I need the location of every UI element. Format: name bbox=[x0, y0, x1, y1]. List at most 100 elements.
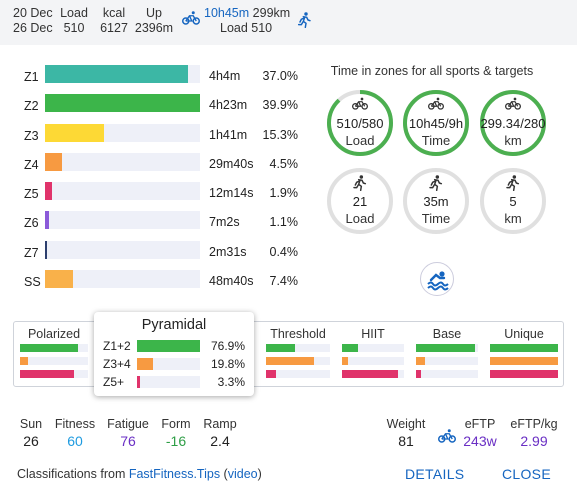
fitness-stat: Fitness 60 bbox=[54, 416, 96, 450]
zone-time: 29m40s bbox=[209, 157, 254, 171]
ring-progress bbox=[403, 168, 469, 234]
ring-progress bbox=[480, 168, 546, 234]
ramp-stat: Ramp 2.4 bbox=[202, 416, 238, 450]
zone-bar-fill bbox=[45, 124, 104, 142]
zone-percent: 7.4% bbox=[269, 274, 299, 288]
classification-bar bbox=[416, 344, 478, 352]
zone-label: Z6 bbox=[24, 216, 39, 230]
date-range: 20 Dec 26 Dec bbox=[13, 6, 53, 36]
zone-label: Z4 bbox=[24, 158, 39, 172]
eftp-per-kg-value: 2.99 bbox=[520, 433, 548, 449]
zone-row: Z1 4h4m 37.0% bbox=[0, 65, 310, 91]
load-value: 510 bbox=[63, 21, 85, 35]
kcal-value: 6127 bbox=[100, 21, 128, 35]
load-stat: Load 510 bbox=[60, 6, 88, 36]
classification-title: Unique bbox=[504, 327, 544, 341]
zone-row: Z7 2m31s 0.4% bbox=[0, 241, 310, 267]
classification-base[interactable]: Base bbox=[410, 322, 484, 386]
zone-time: 1h41m bbox=[209, 128, 248, 142]
classification-title: HIIT bbox=[361, 327, 385, 341]
eftp-stat: eFTP 243w bbox=[458, 416, 502, 450]
classification-bar bbox=[490, 357, 558, 365]
week-summary-header: 20 Dec 26 Dec Load 510 kcal 6127 Up 2396… bbox=[0, 0, 577, 45]
zone-time: 2m31s bbox=[209, 245, 247, 259]
up-label: Up bbox=[146, 6, 162, 20]
classification-unique[interactable]: Unique bbox=[484, 322, 564, 386]
zone-bar-fill bbox=[45, 65, 188, 83]
classification-bar bbox=[266, 370, 330, 378]
run-icon[interactable] bbox=[297, 12, 311, 28]
day-label: Sun bbox=[19, 417, 43, 431]
zone-bar-track bbox=[45, 211, 200, 229]
classification-bar bbox=[20, 370, 88, 378]
popup-title: Pyramidal bbox=[141, 317, 207, 333]
classification-bar bbox=[490, 370, 558, 378]
zone-row: Z3 1h41m 15.3% bbox=[0, 124, 310, 150]
ramp-label: Ramp bbox=[203, 417, 237, 431]
zone-percent: 37.0% bbox=[262, 69, 298, 83]
popup-row: Z3+4 19.8% bbox=[94, 356, 254, 372]
load-label: Load bbox=[60, 6, 88, 20]
swim-button[interactable] bbox=[420, 262, 454, 296]
weight-stat: Weight 81 bbox=[384, 416, 428, 450]
zone-bar-fill bbox=[45, 241, 47, 259]
zone-row: Z6 7m2s 1.1% bbox=[0, 211, 310, 237]
popup-row-percent: 19.8% bbox=[210, 357, 245, 371]
zone-percent: 4.5% bbox=[269, 157, 299, 171]
zone-time: 4h4m bbox=[209, 69, 241, 83]
zone-row: Z2 4h23m 39.9% bbox=[0, 94, 310, 120]
bike-icon bbox=[182, 11, 200, 25]
close-button[interactable]: CLOSE bbox=[502, 466, 551, 482]
ride-summary[interactable]: 10h45m 299km Load 510 bbox=[204, 6, 290, 36]
target-ring: 5 km bbox=[479, 167, 547, 235]
ring-value: 510/580 bbox=[336, 116, 384, 131]
zone-row: SS 48m40s 7.4% bbox=[0, 270, 310, 296]
zone-percent: 1.1% bbox=[269, 215, 299, 229]
fastfitness-link[interactable]: FastFitness.Tips bbox=[128, 467, 221, 481]
fitness-value: 60 bbox=[67, 433, 83, 449]
weight-label: Weight bbox=[386, 417, 426, 431]
classification-polarized[interactable]: Polarized bbox=[14, 322, 94, 386]
classification-bar bbox=[20, 357, 88, 365]
zone-time: 12m14s bbox=[209, 186, 254, 200]
bike-icon bbox=[505, 97, 521, 110]
classification-title: Polarized bbox=[27, 327, 81, 341]
details-button[interactable]: DETAILS bbox=[405, 466, 465, 482]
time-in-zones-title: Time in zones for all sports & targets bbox=[330, 64, 534, 78]
ring-value: 21 bbox=[352, 194, 368, 209]
target-ring: 510/580 Load bbox=[326, 89, 394, 157]
ring-label: Load bbox=[345, 133, 375, 148]
ring-label: Time bbox=[421, 211, 451, 226]
ring-value: 299.34/280 bbox=[480, 116, 546, 131]
video-link[interactable]: video bbox=[227, 467, 258, 481]
ring-label: km bbox=[504, 211, 522, 226]
zone-row: Z5 12m14s 1.9% bbox=[0, 182, 310, 208]
classification-threshold[interactable]: Threshold bbox=[260, 322, 336, 386]
zone-time: 48m40s bbox=[209, 274, 254, 288]
popup-row-label: Z5+ bbox=[103, 375, 125, 389]
popup-bar-fill bbox=[137, 358, 154, 370]
zone-label: Z5 bbox=[24, 187, 39, 201]
date-to: 26 Dec bbox=[13, 21, 53, 35]
ride-load: Load 510 bbox=[220, 21, 273, 35]
classification-bar bbox=[490, 344, 558, 352]
zone-time: 7m2s bbox=[209, 215, 240, 229]
bike-icon bbox=[428, 97, 444, 110]
ride-time: 10h45m bbox=[204, 6, 250, 20]
classification-bar bbox=[342, 370, 404, 378]
elevation-stat: Up 2396m bbox=[134, 6, 174, 36]
popup-bar-fill bbox=[137, 376, 141, 388]
swim-icon bbox=[427, 271, 449, 291]
zone-bar-fill bbox=[45, 211, 50, 229]
classification-hiit[interactable]: HIIT bbox=[336, 322, 410, 386]
popup-bar-track bbox=[137, 376, 200, 388]
classification-popup: Pyramidal Z1+2 76.9% Z3+4 19.8% Z5+ 3.3% bbox=[94, 312, 254, 396]
classification-bar bbox=[266, 344, 330, 352]
zone-percent: 1.9% bbox=[269, 186, 299, 200]
ring-label: Load bbox=[345, 211, 375, 226]
classification-bar bbox=[20, 344, 88, 352]
day-value: 26 bbox=[23, 433, 39, 449]
ring-progress bbox=[327, 90, 393, 156]
up-value: 2396m bbox=[134, 21, 174, 35]
popup-bar-track bbox=[137, 340, 200, 352]
